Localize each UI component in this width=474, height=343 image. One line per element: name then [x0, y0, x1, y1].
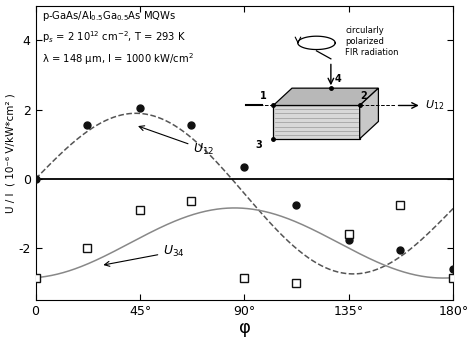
Text: p-GaAs/Al$_{0.5}$Ga$_{0.5}$As MQWs
p$_s$ = 2 10$^{12}$ cm$^{-2}$, T = 293 K
λ = : p-GaAs/Al$_{0.5}$Ga$_{0.5}$As MQWs p$_s$…	[42, 9, 193, 67]
X-axis label: φ: φ	[238, 319, 250, 338]
Y-axis label: U / I  ( 10⁻⁶ V/kW*cm² ): U / I ( 10⁻⁶ V/kW*cm² )	[6, 93, 16, 213]
Text: $U_{12}$: $U_{12}$	[139, 126, 215, 157]
Text: $U_{34}$: $U_{34}$	[104, 244, 185, 266]
